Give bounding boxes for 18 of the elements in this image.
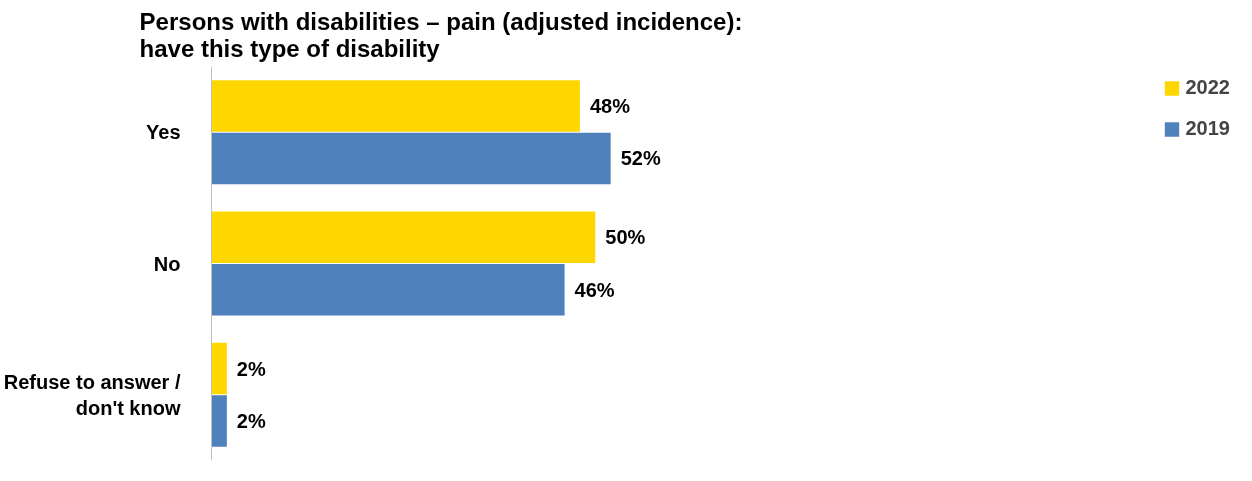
legend-label: 2019 — [1185, 117, 1230, 140]
y-tick-label: Yes — [146, 121, 181, 144]
data-label: 2% — [236, 410, 266, 433]
y-tick-label: Refuse to answer / don't know — [3, 370, 181, 420]
data-label: 2% — [236, 357, 266, 380]
legend-label: 2022 — [1185, 76, 1230, 99]
data-label: 50% — [605, 226, 646, 249]
bar — [211, 342, 227, 395]
data-label: 48% — [589, 94, 631, 117]
chart-title: Persons with disabilities – pain (adjusted incidence): have this type of disability — [139, 7, 743, 62]
bar — [211, 80, 580, 132]
data-label: 52% — [620, 147, 661, 170]
bar — [211, 211, 596, 263]
bar — [211, 395, 227, 447]
bar — [211, 132, 611, 185]
bar — [211, 264, 565, 316]
data-label: 46% — [574, 278, 615, 301]
y-tick-label: No — [153, 252, 181, 275]
